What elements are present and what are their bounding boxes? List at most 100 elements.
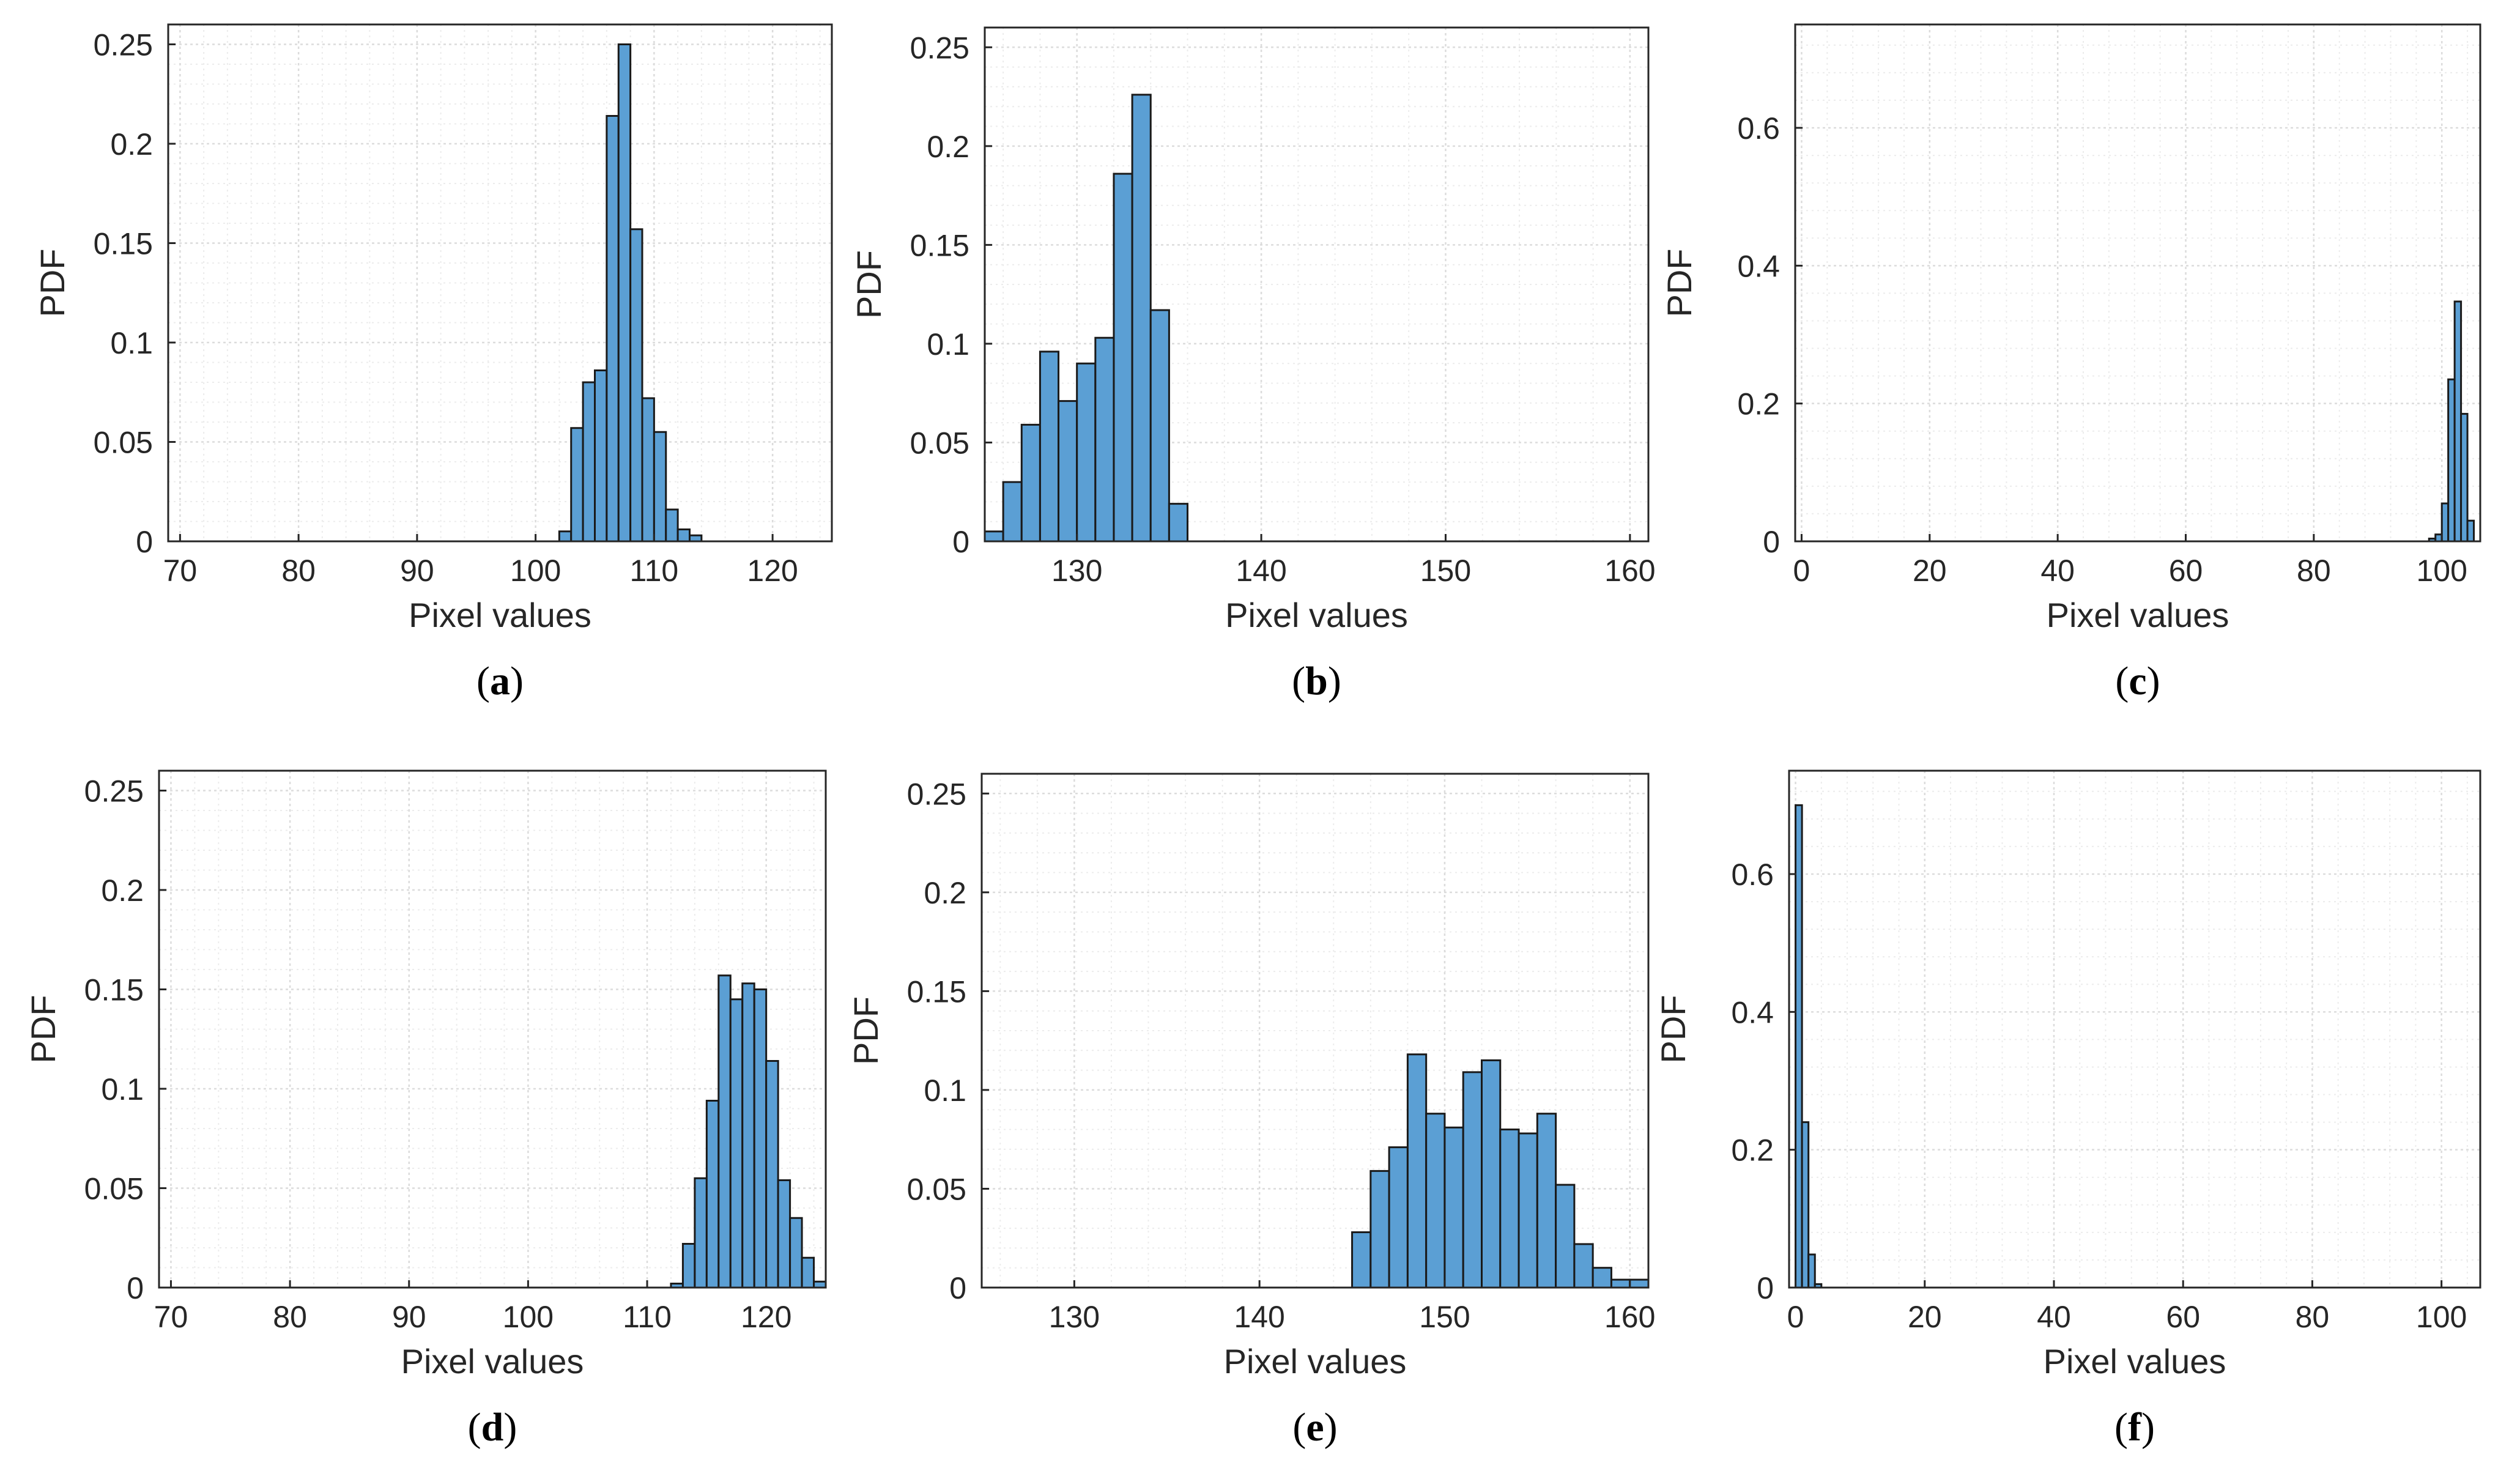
y-tick-label: 0.25 [94,28,153,62]
tick-labels: 70 80 90 100 110 120 0 0.05 0.1 0.15 0.2 0.25 [94,28,798,588]
histogram-bar [1168,503,1189,543]
y-axis-label: PDF [24,995,62,1064]
caption-close-paren: ) [510,659,524,703]
y-axis-label: PDF [1660,249,1699,317]
histogram-bar [1573,1243,1594,1289]
histogram-bar [1555,1184,1576,1289]
x-tick-label: 60 [2169,554,2203,588]
x-tick-label: 90 [392,1300,426,1334]
histogram-bar [2453,300,2463,543]
y-tick-label: 0.6 [1737,111,1780,146]
y-tick-label: 0.25 [907,777,966,811]
caption-open-paren: ( [468,1405,481,1450]
y-tick-label: 0 [952,525,969,559]
x-tick-label: 140 [1234,1300,1284,1334]
y-tick-label: 0.2 [1731,1133,1774,1168]
histogram-bar [1351,1231,1372,1289]
histogram-bar [606,115,620,543]
panel-d: 70 80 90 100 110 120 0 0.05 0.1 0.15 0.2 0.25 Pixel … [24,769,827,1450]
histogram-bar [641,397,655,543]
bars [1351,1053,1650,1289]
axes-box [167,23,833,543]
grid [159,770,826,1289]
x-axis-label: Pixel values [2044,1342,2226,1381]
caption-open-paren: ( [2114,1405,2128,1450]
caption-open-paren: ( [2115,659,2129,703]
histogram-bar [694,1177,708,1289]
y-tick-label: 0 [127,1271,144,1305]
y-tick-label: 0 [1757,1271,1774,1305]
histogram-bar [984,530,1004,543]
histogram-bar [676,528,691,543]
histogram-bar [629,228,643,543]
bars [984,94,1189,543]
caption-close-paren: ) [2141,1405,2155,1450]
y-tick-label: 0.2 [927,130,969,164]
y-tick-label: 0.2 [101,873,144,908]
y-tick-label: 0.25 [910,31,969,65]
panel-caption: (f) [2114,1405,2155,1450]
y-tick-label: 0.15 [907,974,966,1009]
histogram-bar [570,427,584,543]
histogram-bar [1113,172,1133,543]
y-tick-label: 0.15 [84,973,144,1007]
x-tick-label: 60 [2166,1300,2200,1334]
histogram-bar [1499,1129,1520,1289]
histogram-bar [801,1256,815,1289]
panel-caption: (d) [468,1405,517,1450]
x-tick-label: 70 [154,1300,188,1334]
panel-b: 130 140 150 160 0 0.05 0.1 0.15 0.2 0.25 Pixel val… [850,26,1656,703]
histogram-bar [1058,400,1078,543]
histogram-bar [777,1179,791,1289]
tick-labels: 0 20 40 60 80 100 0 0.2 0.4 0.6 [1731,858,2467,1334]
x-tick-label: 160 [1604,554,1655,588]
panel-caption: (e) [1292,1405,1337,1450]
x-tick-label: 120 [741,1300,791,1334]
y-axis-label: PDF [850,250,888,319]
y-tick-label: 0.1 [110,326,153,360]
x-tick-label: 100 [2416,554,2467,588]
panel-caption: (a) [476,659,524,703]
x-tick-label: 80 [2296,1300,2330,1334]
caption-open-paren: ( [1292,659,1305,703]
histogram-bar [2466,519,2475,543]
x-tick-label: 110 [623,1300,672,1334]
y-tick-label: 0.2 [1737,387,1780,421]
tick-labels: 70 80 90 100 110 120 0 0.05 0.1 0.15 0.2 0.25 [84,774,792,1335]
y-tick-label: 0.05 [94,426,153,460]
y-tick-label: 0.25 [84,774,144,809]
x-tick-label: 110 [630,554,679,588]
x-tick-label: 100 [510,554,561,588]
x-axis-label: Pixel values [1225,596,1408,634]
x-axis-label: Pixel values [1224,1342,1407,1381]
tick-labels: 0 20 40 60 80 100 0 0.2 0.4 0.6 [1737,111,2467,588]
y-tick-label: 0.4 [1731,995,1774,1029]
caption-close-paren: ) [2147,659,2160,703]
x-tick-label: 160 [1604,1300,1655,1334]
histogram-bar [1592,1267,1612,1289]
caption-close-paren: ) [1324,1405,1338,1450]
x-tick-label: 130 [1049,1300,1100,1334]
y-tick-label: 0.1 [927,327,969,361]
y-tick-label: 0.05 [84,1172,144,1206]
histogram-bar [1406,1053,1428,1289]
plot-area [1795,24,2480,541]
y-tick-label: 0.1 [101,1072,144,1107]
y-tick-label: 0.15 [94,227,153,261]
y-tick-label: 0.6 [1731,858,1774,892]
histogram-bar [765,1060,779,1289]
x-tick-label: 150 [1419,1300,1470,1334]
x-tick-label: 80 [2297,554,2331,588]
y-tick-label: 0.1 [924,1073,966,1108]
y-tick-label: 0.05 [910,426,969,460]
histogram-bar [717,974,732,1289]
panel-f: 0 20 40 60 80 100 0 0.2 0.4 0.6 Pixel values PDF (f) [1654,769,2481,1450]
histogram-bar [705,1100,720,1289]
histogram-bar [729,998,744,1289]
x-tick-label: 140 [1236,554,1286,588]
x-tick-label: 20 [1908,1300,1942,1334]
x-tick-label: 40 [2037,1300,2071,1334]
histogram-bar [681,1243,696,1289]
histogram-bar [1425,1113,1446,1289]
